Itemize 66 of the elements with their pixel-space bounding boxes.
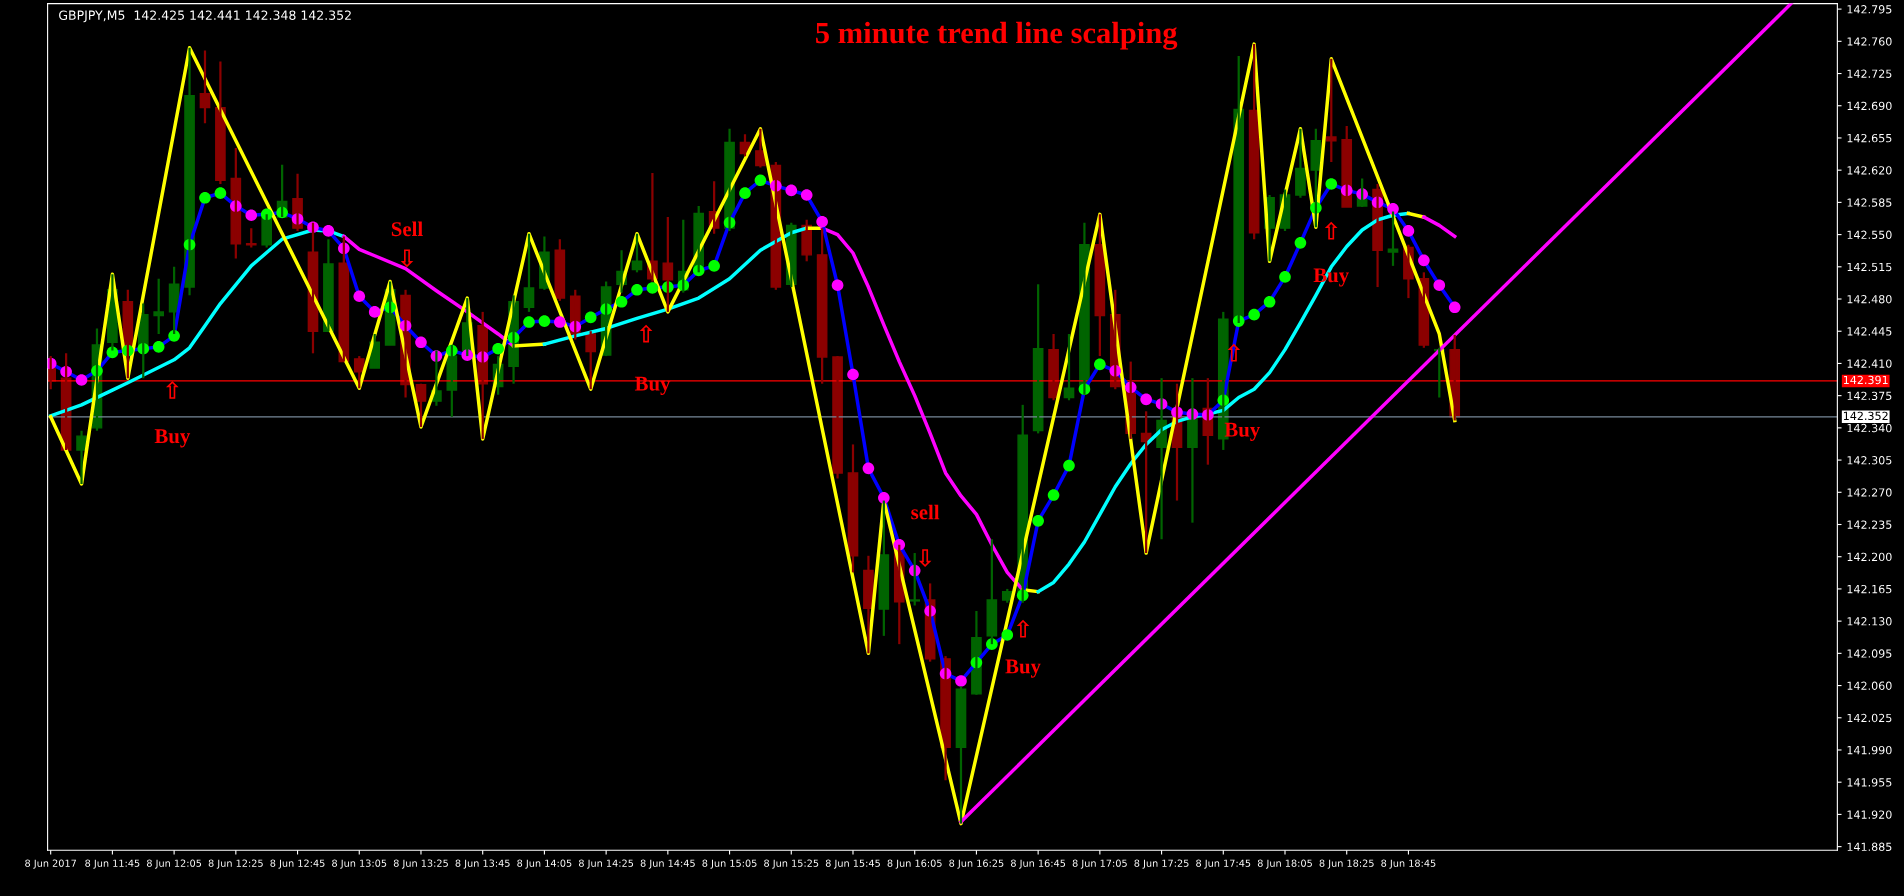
- annotation: ⇩: [918, 549, 932, 567]
- x-tick-label: 8 Jun 12:05: [146, 859, 202, 869]
- annotation: ⇧: [639, 324, 653, 343]
- y-tick-label: 142.690: [1847, 101, 1892, 111]
- ref-line-label: 142.391: [1843, 375, 1888, 385]
- x-tick-label: 8 Jun 14:05: [517, 859, 572, 869]
- y-tick-label: 141.885: [1847, 842, 1892, 851]
- y-tick-label: 142.060: [1847, 681, 1892, 690]
- x-tick-label: 8 Jun 17:05: [1072, 859, 1127, 869]
- x-tick-label: 8 Jun 15:05: [702, 859, 757, 869]
- x-tick-label: 8 Jun 15:25: [764, 859, 819, 869]
- x-tick-label: 8 Jun 18:45: [1381, 859, 1436, 869]
- y-tick-label: 141.920: [1847, 810, 1892, 819]
- annotation: sell: [911, 504, 940, 520]
- x-tick-label: 8 Jun 16:25: [949, 859, 1004, 869]
- y-tick-label: 142.620: [1847, 166, 1892, 175]
- x-tick-label: 8 Jun 12:25: [208, 859, 263, 869]
- y-tick-label: 142.340: [1847, 423, 1892, 433]
- x-tick-label: 8 Jun 13:25: [393, 859, 448, 869]
- y-tick-label: 141.955: [1847, 778, 1892, 787]
- text: 5 minute trend line scalping: [816, 21, 1178, 50]
- x-tick-label: 8 Jun 13:05: [332, 859, 387, 869]
- x-tick-label: 8 Jun 14:25: [579, 859, 634, 869]
- y-tick-label: 142.410: [1847, 359, 1892, 368]
- y-tick-label: 142.760: [1847, 37, 1892, 46]
- ref-line-label: 142.352: [1843, 411, 1888, 421]
- y-tick-label: 142.025: [1847, 713, 1892, 723]
- annotation: ⇧: [166, 380, 179, 399]
- x-tick-label: 8 Jun 16:45: [1011, 859, 1066, 869]
- y-tick-label: 142.130: [1847, 617, 1892, 626]
- x-tick-label: 8 Jun 2017: [25, 859, 76, 869]
- annotation: ⇧: [1324, 221, 1338, 240]
- y-tick-label: 142.200: [1847, 552, 1892, 562]
- x-tick-label: 8 Jun 13:45: [455, 859, 510, 869]
- annotation: Buy: [154, 429, 191, 448]
- annotation: GBPJPY,M5 142.425 142.441 142.348 142.352: [59, 10, 351, 23]
- y-tick-label: 142.445: [1847, 327, 1892, 336]
- x-tick-label: 8 Jun 17:45: [1196, 859, 1251, 869]
- y-tick-label: 142.165: [1847, 584, 1892, 594]
- y-tick-label: 142.795: [1847, 5, 1892, 14]
- y-tick-label: 142.235: [1847, 520, 1892, 529]
- annotation: ⇧: [1016, 619, 1030, 638]
- y-tick-label: 142.305: [1847, 456, 1892, 465]
- y-tick-label: 142.585: [1847, 198, 1892, 207]
- y-tick-label: 142.480: [1847, 294, 1892, 304]
- x-tick-label: 8 Jun 18:25: [1319, 859, 1374, 869]
- x-tick-label: 8 Jun 17:25: [1134, 859, 1189, 869]
- annotation: ⇩: [400, 249, 414, 268]
- y-tick-label: 142.095: [1847, 649, 1892, 658]
- y-tick-label: 142.725: [1847, 69, 1892, 78]
- x-tick-label: 8 Jun 16:05: [887, 859, 942, 869]
- y-tick-label: 142.270: [1847, 488, 1892, 497]
- y-tick-label: 142.655: [1847, 133, 1892, 143]
- x-tick-label: 8 Jun 18:05: [1257, 859, 1312, 869]
- y-tick-label: 142.375: [1847, 391, 1892, 401]
- y-tick-label: 141.990: [1847, 745, 1892, 755]
- x-tick-label: 8 Jun 11:45: [85, 859, 140, 869]
- y-tick-label: 142.515: [1847, 262, 1892, 272]
- x-tick-label: 8 Jun 12:45: [270, 859, 325, 869]
- y-tick-label: 142.550: [1847, 230, 1892, 239]
- annotation: Buy: [634, 376, 671, 395]
- annotation: Buy: [1224, 422, 1261, 441]
- annotation: Sell: [391, 221, 423, 237]
- x-tick-label: 8 Jun 14:45: [640, 859, 695, 869]
- annotation: Buy: [1005, 659, 1041, 678]
- x-tick-label: 8 Jun 15:45: [825, 859, 880, 869]
